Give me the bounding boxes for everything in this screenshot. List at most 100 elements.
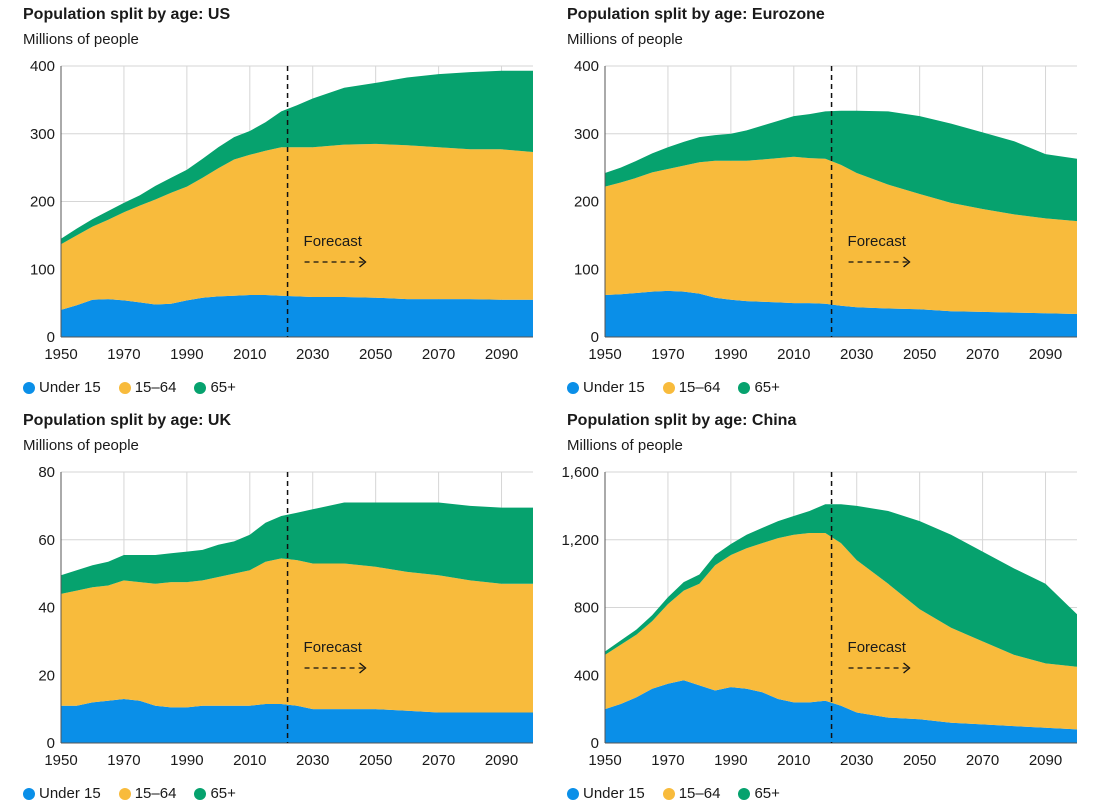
under15-swatch-icon [567,787,579,800]
y-tick-label: 0 [591,735,599,752]
x-tick-label: 2070 [422,752,455,769]
age15-64-area [605,156,1077,314]
x-tick-label: 2070 [422,346,455,363]
uk-area-chart: 0 20 40 60 80 1950 1970 1990 2010 2030 2050 2070 209… [38,464,533,769]
legend-15-64: 15–64 [662,785,720,802]
legend-65plus: 65+ [194,785,236,802]
x-tick-label: 2090 [1029,752,1062,769]
forecast-label: Forecast [304,233,363,250]
x-tick-label: 1970 [651,752,684,769]
legend-under15: Under 15 [567,379,645,396]
chart-title: Population split by age: Eurozone [567,6,825,23]
x-tick-label: 1950 [44,346,77,363]
chart-legend: Under 15 15–64 65+ [567,379,780,396]
chart-legend: Under 15 15–64 65+ [23,785,236,802]
chart-subtitle: Millions of people [23,31,139,48]
forecast-arrow-icon [903,662,911,674]
legend-15-64: 15–64 [118,379,176,396]
x-tick-label: 2050 [903,346,936,363]
over65-area [605,504,1077,667]
x-tick-label: 2070 [966,752,999,769]
uk-chart-panel: Population split by age: UK Millions of … [23,412,553,809]
under15-area [61,295,533,337]
mid-swatch-icon [662,787,675,800]
under15-area [605,290,1077,337]
legend-15-64: 15–64 [662,379,720,396]
y-tick-label: 80 [38,464,55,481]
eurozone-chart-panel: Population split by age: Eurozone Millio… [567,6,1097,406]
x-tick-label: 2070 [966,346,999,363]
china-area-chart: 0 400 800 1,200 1,600 1950 1970 1990 2010 2030 205… [561,464,1077,769]
legend-65plus: 65+ [738,379,780,396]
chart-title: Population split by age: US [23,6,231,23]
y-tick-label: 0 [47,329,55,346]
mid-swatch-icon [118,787,131,800]
chart-legend: Under 15 15–64 65+ [23,379,236,396]
over65-swatch-icon [194,381,207,394]
x-tick-label: 1970 [107,752,140,769]
forecast-label: Forecast [848,233,907,250]
y-tick-label: 20 [38,667,55,684]
legend-under15: Under 15 [23,785,101,802]
mid-swatch-icon [118,381,131,394]
over65-swatch-icon [738,381,751,394]
x-tick-label: 2030 [296,752,329,769]
x-tick-label: 1990 [170,346,203,363]
age15-64-area [61,143,533,310]
y-tick-label: 1,200 [561,532,599,549]
x-tick-label: 1950 [588,752,621,769]
x-tick-label: 1990 [714,752,747,769]
under15-area [61,699,533,743]
x-tick-label: 2010 [777,752,810,769]
y-tick-label: 100 [30,261,55,278]
over65-area [61,70,533,245]
legend-15-64: 15–64 [118,785,176,802]
chart-subtitle: Millions of people [23,437,139,454]
forecast-arrow-icon [903,256,911,268]
legend-under15: Under 15 [23,379,101,396]
legend-65plus: 65+ [738,785,780,802]
forecast-arrow-icon [359,662,367,674]
mid-swatch-icon [662,381,675,394]
chart-title: Population split by age: China [567,412,797,429]
y-tick-label: 1,600 [561,464,599,481]
us-chart-panel: Population split by age: US Millions of … [23,6,553,406]
under15-swatch-icon [23,381,35,394]
legend-65plus: 65+ [194,379,236,396]
y-tick-label: 400 [574,667,599,684]
x-tick-label: 1950 [588,346,621,363]
y-tick-label: 200 [30,194,55,211]
y-tick-label: 100 [574,261,599,278]
x-tick-label: 1990 [170,752,203,769]
forecast-label: Forecast [304,639,363,656]
chart-title: Population split by age: UK [23,412,232,429]
forecast-arrow-icon [359,256,367,268]
x-tick-label: 1970 [107,346,140,363]
x-tick-label: 1970 [651,346,684,363]
chart-subtitle: Millions of people [567,31,683,48]
x-tick-label: 2030 [296,346,329,363]
x-tick-label: 2010 [233,752,266,769]
y-tick-label: 0 [591,329,599,346]
x-tick-label: 2090 [485,346,518,363]
y-tick-label: 200 [574,194,599,211]
y-tick-label: 40 [38,600,55,617]
us-area-chart: 0 100 200 300 400 1950 1970 1990 2010 2030 2050 207… [30,58,533,363]
under15-area [605,680,1077,743]
x-tick-label: 2050 [359,752,392,769]
x-tick-label: 1990 [714,346,747,363]
y-tick-label: 400 [574,58,599,75]
y-tick-label: 300 [30,126,55,143]
forecast-label: Forecast [848,639,907,656]
over65-swatch-icon [194,787,207,800]
age15-64-area [605,533,1077,730]
china-chart-panel: Population split by age: China Millions … [561,412,1097,809]
y-tick-label: 300 [574,126,599,143]
chart-legend: Under 15 15–64 65+ [567,785,780,802]
over65-swatch-icon [738,787,751,800]
x-tick-label: 2050 [359,346,392,363]
chart-subtitle: Millions of people [567,437,683,454]
x-tick-label: 2050 [903,752,936,769]
over65-area [61,502,533,594]
x-tick-label: 2010 [233,346,266,363]
